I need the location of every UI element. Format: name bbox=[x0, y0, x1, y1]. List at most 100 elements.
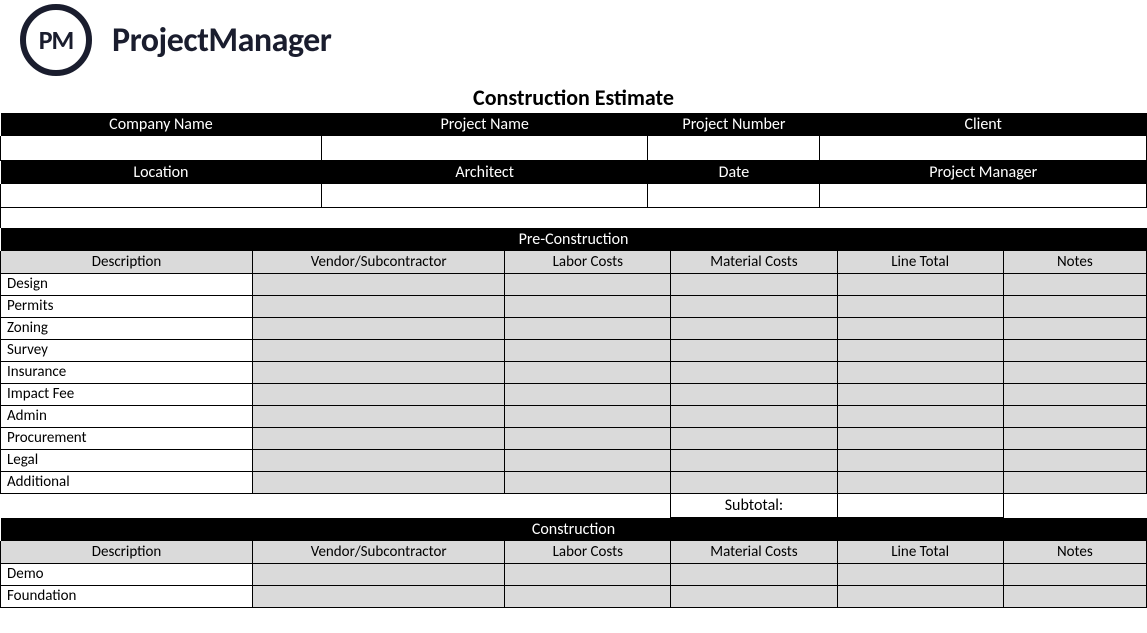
vendor-cell[interactable] bbox=[253, 361, 505, 383]
vendor-cell[interactable] bbox=[253, 585, 505, 607]
notes-cell[interactable] bbox=[1003, 563, 1146, 585]
notes-cell[interactable] bbox=[1003, 339, 1146, 361]
labor-cell[interactable] bbox=[505, 383, 671, 405]
labor-cell[interactable] bbox=[505, 317, 671, 339]
material-cell[interactable] bbox=[671, 273, 837, 295]
material-cell[interactable] bbox=[671, 339, 837, 361]
total-cell[interactable] bbox=[837, 471, 1003, 493]
info-header: Architect bbox=[321, 160, 648, 184]
labor-cell[interactable] bbox=[505, 339, 671, 361]
description-cell[interactable]: Admin bbox=[1, 405, 253, 427]
total-cell[interactable] bbox=[837, 563, 1003, 585]
table-row: Permits bbox=[1, 295, 1147, 317]
notes-cell[interactable] bbox=[1003, 383, 1146, 405]
vendor-cell[interactable] bbox=[253, 295, 505, 317]
material-cell[interactable] bbox=[671, 585, 837, 607]
material-cell[interactable] bbox=[671, 383, 837, 405]
labor-cell[interactable] bbox=[505, 427, 671, 449]
vendor-cell[interactable] bbox=[253, 405, 505, 427]
column-header-row: DescriptionVendor/SubcontractorLabor Cos… bbox=[1, 251, 1147, 274]
info-header: Date bbox=[648, 160, 820, 184]
description-cell[interactable]: Survey bbox=[1, 339, 253, 361]
vendor-cell[interactable] bbox=[253, 427, 505, 449]
logo-circle-icon: PM bbox=[20, 4, 92, 76]
info-header: Client bbox=[820, 113, 1147, 136]
column-header: Description bbox=[1, 251, 253, 274]
project-name-cell[interactable] bbox=[321, 136, 648, 160]
vendor-cell[interactable] bbox=[253, 563, 505, 585]
notes-cell[interactable] bbox=[1003, 471, 1146, 493]
notes-cell[interactable] bbox=[1003, 405, 1146, 427]
material-cell[interactable] bbox=[671, 449, 837, 471]
notes-cell[interactable] bbox=[1003, 295, 1146, 317]
subtotal-value[interactable] bbox=[837, 493, 1003, 517]
location-cell[interactable] bbox=[1, 184, 322, 208]
spacer bbox=[1, 208, 1147, 228]
description-cell[interactable]: Additional bbox=[1, 471, 253, 493]
description-cell[interactable]: Permits bbox=[1, 295, 253, 317]
total-cell[interactable] bbox=[837, 383, 1003, 405]
total-cell[interactable] bbox=[837, 295, 1003, 317]
description-cell[interactable]: Procurement bbox=[1, 427, 253, 449]
material-cell[interactable] bbox=[671, 471, 837, 493]
description-cell[interactable]: Legal bbox=[1, 449, 253, 471]
description-cell[interactable]: Demo bbox=[1, 563, 253, 585]
vendor-cell[interactable] bbox=[253, 383, 505, 405]
labor-cell[interactable] bbox=[505, 563, 671, 585]
column-header: Line Total bbox=[837, 251, 1003, 274]
material-cell[interactable] bbox=[671, 427, 837, 449]
notes-cell[interactable] bbox=[1003, 273, 1146, 295]
brand-name: ProjectManager bbox=[112, 20, 331, 61]
project-manager-cell[interactable] bbox=[820, 184, 1147, 208]
vendor-cell[interactable] bbox=[253, 273, 505, 295]
material-cell[interactable] bbox=[671, 563, 837, 585]
project-number-cell[interactable] bbox=[648, 136, 820, 160]
architect-cell[interactable] bbox=[321, 184, 648, 208]
total-cell[interactable] bbox=[837, 361, 1003, 383]
date-cell[interactable] bbox=[648, 184, 820, 208]
material-cell[interactable] bbox=[671, 361, 837, 383]
notes-cell[interactable] bbox=[1003, 317, 1146, 339]
total-cell[interactable] bbox=[837, 585, 1003, 607]
labor-cell[interactable] bbox=[505, 295, 671, 317]
labor-cell[interactable] bbox=[505, 405, 671, 427]
column-header: Notes bbox=[1003, 541, 1146, 564]
total-cell[interactable] bbox=[837, 317, 1003, 339]
vendor-cell[interactable] bbox=[253, 471, 505, 493]
company-name-cell[interactable] bbox=[1, 136, 322, 160]
total-cell[interactable] bbox=[837, 427, 1003, 449]
description-cell[interactable]: Foundation bbox=[1, 585, 253, 607]
client-cell[interactable] bbox=[820, 136, 1147, 160]
vendor-cell[interactable] bbox=[253, 339, 505, 361]
description-cell[interactable]: Design bbox=[1, 273, 253, 295]
description-cell[interactable]: Zoning bbox=[1, 317, 253, 339]
total-cell[interactable] bbox=[837, 339, 1003, 361]
logo-initials: PM bbox=[39, 24, 74, 56]
labor-cell[interactable] bbox=[505, 273, 671, 295]
info-header: Project Number bbox=[648, 113, 820, 136]
subtotal-row: Subtotal: bbox=[1, 493, 1147, 517]
notes-cell[interactable] bbox=[1003, 449, 1146, 471]
material-cell[interactable] bbox=[671, 405, 837, 427]
labor-cell[interactable] bbox=[505, 471, 671, 493]
info-header: Project Manager bbox=[820, 160, 1147, 184]
notes-cell[interactable] bbox=[1003, 361, 1146, 383]
vendor-cell[interactable] bbox=[253, 317, 505, 339]
info-value-row-1 bbox=[1, 136, 1147, 160]
material-cell[interactable] bbox=[671, 317, 837, 339]
notes-cell[interactable] bbox=[1003, 427, 1146, 449]
notes-cell[interactable] bbox=[1003, 585, 1146, 607]
labor-cell[interactable] bbox=[505, 449, 671, 471]
labor-cell[interactable] bbox=[505, 585, 671, 607]
vendor-cell[interactable] bbox=[253, 449, 505, 471]
table-row: Impact Fee bbox=[1, 383, 1147, 405]
total-cell[interactable] bbox=[837, 273, 1003, 295]
description-cell[interactable]: Insurance bbox=[1, 361, 253, 383]
labor-cell[interactable] bbox=[505, 361, 671, 383]
info-header: Company Name bbox=[1, 113, 322, 136]
column-header: Vendor/Subcontractor bbox=[253, 541, 505, 564]
total-cell[interactable] bbox=[837, 405, 1003, 427]
total-cell[interactable] bbox=[837, 449, 1003, 471]
material-cell[interactable] bbox=[671, 295, 837, 317]
description-cell[interactable]: Impact Fee bbox=[1, 383, 253, 405]
